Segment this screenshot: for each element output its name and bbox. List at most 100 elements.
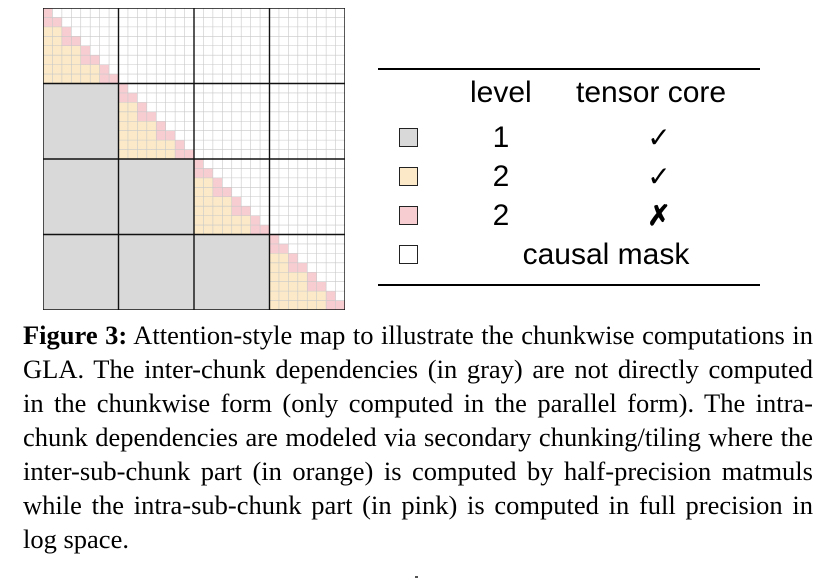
swatch-pink bbox=[399, 206, 418, 225]
inter-sub-chunk-cell bbox=[269, 281, 279, 292]
inter-sub-chunk-cell bbox=[203, 177, 213, 188]
inter-sub-chunk-cell bbox=[52, 74, 62, 84]
inter-sub-chunk-cell bbox=[194, 187, 204, 197]
inter-sub-chunk-cell bbox=[297, 272, 308, 282]
intra-sub-chunk-cell bbox=[43, 8, 53, 18]
inter-sub-chunk-cell bbox=[165, 149, 176, 159]
caption-text: Attention-style map to illustrate the ch… bbox=[23, 320, 813, 554]
intra-sub-chunk-cell bbox=[71, 36, 81, 46]
inter-sub-chunk-cell bbox=[127, 130, 138, 141]
intra-sub-chunk-cell bbox=[326, 291, 336, 301]
intra-sub-chunk-cell bbox=[231, 206, 242, 216]
intra-sub-chunk-cell bbox=[307, 272, 317, 282]
figure-caption: Figure 3: Attention-style map to illustr… bbox=[23, 318, 813, 556]
inter-chunk-block bbox=[43, 234, 119, 310]
intra-sub-chunk-cell bbox=[194, 168, 204, 178]
inter-sub-chunk-cell bbox=[194, 196, 204, 207]
intra-sub-chunk-cell bbox=[109, 74, 119, 84]
inter-sub-chunk-cell bbox=[316, 300, 327, 310]
attention-map bbox=[43, 8, 345, 310]
inter-sub-chunk-cell bbox=[307, 291, 317, 301]
header-tensor-core: tensor core bbox=[576, 76, 727, 109]
intra-sub-chunk-cell bbox=[278, 243, 289, 254]
inter-sub-chunk-cell bbox=[288, 272, 298, 282]
intra-sub-chunk-cell bbox=[99, 64, 110, 75]
intra-sub-chunk-cell bbox=[175, 149, 185, 159]
intra-sub-chunk-cell bbox=[212, 177, 223, 188]
inter-sub-chunk-cell bbox=[203, 215, 213, 226]
intra-sub-chunk-cell bbox=[80, 45, 91, 56]
tensor-core-value: ✗ bbox=[647, 200, 671, 231]
inter-sub-chunk-cell bbox=[194, 177, 204, 188]
level-value: 2 bbox=[492, 160, 510, 193]
inter-sub-chunk-cell bbox=[203, 206, 213, 216]
inter-sub-chunk-cell bbox=[156, 149, 166, 159]
inter-sub-chunk-cell bbox=[288, 300, 298, 310]
inter-sub-chunk-cell bbox=[43, 64, 53, 75]
tensor-core-value: ✓ bbox=[647, 122, 671, 153]
inter-sub-chunk-cell bbox=[61, 45, 72, 56]
intra-sub-chunk-cell bbox=[326, 300, 336, 310]
intra-sub-chunk-cell bbox=[231, 196, 242, 207]
intra-sub-chunk-cell bbox=[335, 300, 345, 310]
swatch-gray bbox=[399, 128, 418, 147]
inter-sub-chunk-cell bbox=[61, 64, 72, 75]
inter-sub-chunk-cell bbox=[278, 262, 289, 273]
inter-sub-chunk-cell bbox=[52, 64, 62, 75]
header-level: level bbox=[470, 76, 532, 109]
inter-sub-chunk-cell bbox=[118, 130, 128, 141]
intra-sub-chunk-cell bbox=[203, 168, 213, 178]
inter-sub-chunk-cell bbox=[80, 64, 91, 75]
inter-chunk-block bbox=[194, 234, 270, 310]
inter-chunk-block bbox=[43, 83, 119, 159]
inter-sub-chunk-cell bbox=[278, 300, 289, 310]
inter-sub-chunk-cell bbox=[297, 291, 308, 301]
intra-sub-chunk-cell bbox=[288, 262, 298, 273]
inter-sub-chunk-cell bbox=[212, 225, 223, 235]
inter-sub-chunk-cell bbox=[307, 300, 317, 310]
inter-sub-chunk-cell bbox=[269, 253, 279, 263]
inter-sub-chunk-cell bbox=[52, 26, 62, 37]
intra-sub-chunk-cell bbox=[146, 111, 157, 122]
inter-sub-chunk-cell bbox=[137, 149, 147, 159]
intra-sub-chunk-cell bbox=[156, 130, 166, 141]
inter-sub-chunk-cell bbox=[297, 300, 308, 310]
inter-sub-chunk-cell bbox=[43, 74, 53, 84]
inter-sub-chunk-cell bbox=[118, 140, 128, 150]
inter-sub-chunk-cell bbox=[137, 121, 147, 131]
intra-sub-chunk-cell bbox=[137, 102, 147, 112]
swatch-white bbox=[399, 245, 418, 264]
inter-sub-chunk-cell bbox=[222, 225, 232, 235]
inter-sub-chunk-cell bbox=[118, 111, 128, 122]
legend-row-white: causal mask bbox=[378, 237, 760, 273]
intra-sub-chunk-cell bbox=[90, 55, 100, 65]
inter-sub-chunk-cell bbox=[316, 291, 327, 301]
inter-sub-chunk-cell bbox=[90, 74, 100, 84]
inter-sub-chunk-cell bbox=[71, 64, 81, 75]
inter-sub-chunk-cell bbox=[52, 55, 62, 65]
intra-sub-chunk-cell bbox=[118, 83, 128, 93]
inter-sub-chunk-cell bbox=[71, 45, 81, 56]
intra-sub-chunk-cell bbox=[99, 74, 110, 84]
intra-sub-chunk-cell bbox=[297, 262, 308, 273]
inter-sub-chunk-cell bbox=[222, 196, 232, 207]
table-bottom-rule bbox=[378, 284, 760, 286]
causal-mask-label: causal mask bbox=[522, 238, 690, 271]
inter-sub-chunk-cell bbox=[269, 291, 279, 301]
inter-sub-chunk-cell bbox=[194, 225, 204, 235]
inter-sub-chunk-cell bbox=[61, 74, 72, 84]
inter-sub-chunk-cell bbox=[288, 291, 298, 301]
inter-sub-chunk-cell bbox=[203, 225, 213, 235]
inter-chunk-block bbox=[118, 159, 194, 235]
inter-sub-chunk-cell bbox=[127, 102, 138, 112]
inter-sub-chunk-cell bbox=[212, 215, 223, 226]
table-top-rule bbox=[378, 68, 760, 70]
intra-sub-chunk-cell bbox=[156, 121, 166, 131]
inter-sub-chunk-cell bbox=[80, 74, 91, 84]
intra-sub-chunk-cell bbox=[118, 92, 128, 103]
intra-sub-chunk-cell bbox=[307, 281, 317, 292]
inter-chunk-block bbox=[118, 234, 194, 310]
legend-row-orange: 2 ✓ bbox=[378, 159, 760, 195]
inter-sub-chunk-cell bbox=[118, 102, 128, 112]
inter-sub-chunk-cell bbox=[146, 121, 157, 131]
